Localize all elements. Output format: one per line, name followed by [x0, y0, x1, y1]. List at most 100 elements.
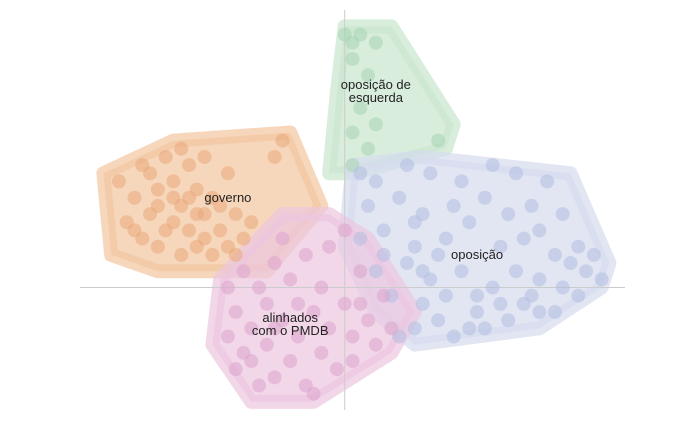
data-point-governo	[275, 133, 290, 148]
data-point-alinhados-com-o-pmdb	[329, 362, 344, 377]
data-point-oposicao-de-esquerda	[361, 68, 376, 83]
data-point-oposicao	[407, 321, 422, 336]
data-point-oposicao-de-esquerda	[353, 27, 368, 42]
data-point-governo	[182, 223, 196, 238]
cluster-label-oposicao: oposição	[451, 247, 503, 262]
data-point-oposicao	[454, 264, 469, 279]
cluster-label-line: com o PMDB	[252, 323, 329, 338]
data-point-oposicao	[477, 190, 492, 205]
data-point-alinhados-com-o-pmdb	[353, 296, 368, 311]
data-point-oposicao	[516, 296, 531, 311]
data-point-alinhados-com-o-pmdb	[267, 321, 282, 336]
data-point-oposicao	[415, 264, 430, 279]
data-point-alinhados-com-o-pmdb	[337, 296, 352, 311]
data-points	[111, 27, 609, 401]
data-point-oposicao	[368, 264, 383, 279]
data-point-oposicao	[532, 305, 547, 320]
cluster-label-line: governo	[204, 190, 251, 205]
data-point-oposicao	[485, 158, 500, 173]
data-point-oposicao	[407, 215, 422, 230]
data-point-oposicao	[353, 166, 368, 181]
data-point-alinhados-com-o-pmdb	[345, 329, 360, 344]
data-point-alinhados-com-o-pmdb	[368, 337, 383, 352]
data-point-oposicao	[509, 166, 523, 181]
data-point-oposicao	[555, 207, 570, 222]
data-point-alinhados-com-o-pmdb	[228, 362, 243, 377]
data-point-oposicao-de-esquerda	[361, 141, 376, 156]
data-point-oposicao	[462, 321, 477, 336]
data-point-alinhados-com-o-pmdb	[291, 296, 305, 311]
data-point-alinhados-com-o-pmdb	[220, 329, 235, 344]
data-point-alinhados-com-o-pmdb	[220, 280, 235, 295]
data-point-oposicao	[532, 272, 547, 287]
data-point-oposicao	[431, 313, 446, 328]
data-point-oposicao	[594, 272, 609, 287]
data-point-governo	[189, 207, 204, 222]
data-point-governo	[205, 247, 220, 262]
data-point-oposicao	[431, 247, 446, 262]
data-point-alinhados-com-o-pmdb	[361, 313, 376, 328]
data-point-oposicao	[400, 158, 414, 173]
data-point-oposicao	[470, 288, 485, 303]
data-point-oposicao	[501, 313, 516, 328]
data-point-governo	[236, 231, 251, 246]
data-point-oposicao	[547, 305, 562, 320]
data-point-governo	[166, 174, 181, 189]
data-point-oposicao	[392, 190, 407, 205]
data-point-alinhados-com-o-pmdb	[322, 321, 337, 336]
data-point-governo	[228, 207, 243, 222]
data-point-governo	[267, 149, 282, 164]
data-point-oposicao	[438, 231, 453, 246]
data-point-alinhados-com-o-pmdb	[283, 354, 298, 369]
data-point-alinhados-com-o-pmdb	[306, 386, 321, 401]
data-point-alinhados-com-o-pmdb	[353, 264, 368, 279]
data-point-alinhados-com-o-pmdb	[314, 345, 329, 360]
data-point-oposicao	[571, 239, 586, 254]
data-point-alinhados-com-o-pmdb	[291, 329, 305, 344]
data-point-oposicao	[477, 321, 492, 336]
data-point-governo	[127, 223, 142, 238]
data-point-governo	[213, 223, 228, 238]
data-point-oposicao	[400, 256, 414, 271]
data-point-oposicao	[368, 174, 383, 189]
data-point-governo	[127, 190, 142, 205]
data-point-oposicao-de-esquerda	[345, 51, 360, 66]
data-point-oposicao	[493, 296, 508, 311]
data-point-oposicao	[501, 207, 516, 222]
data-point-alinhados-com-o-pmdb	[267, 370, 282, 385]
data-point-alinhados-com-o-pmdb	[259, 296, 274, 311]
data-point-oposicao	[415, 296, 430, 311]
data-point-oposicao-de-esquerda	[345, 125, 360, 140]
data-point-oposicao	[446, 329, 461, 344]
data-point-oposicao	[579, 264, 594, 279]
data-point-oposicao	[485, 280, 500, 295]
data-point-oposicao	[454, 174, 469, 189]
data-point-alinhados-com-o-pmdb	[322, 239, 337, 254]
cluster-labels: governo oposição de esquerda oposição alinha…	[204, 77, 503, 338]
data-point-oposicao	[555, 280, 570, 295]
data-point-governo	[150, 182, 165, 197]
data-point-governo	[197, 231, 212, 246]
data-point-alinhados-com-o-pmdb	[267, 256, 282, 271]
data-point-oposicao-de-esquerda	[431, 133, 446, 148]
data-point-governo	[213, 198, 228, 213]
data-point-governo	[143, 166, 158, 181]
data-point-oposicao	[571, 288, 586, 303]
data-point-governo	[158, 223, 173, 238]
data-point-alinhados-com-o-pmdb	[283, 272, 298, 287]
cluster-label-line: alinhados	[262, 310, 318, 325]
data-point-oposicao-de-esquerda	[353, 100, 368, 115]
data-point-alinhados-com-o-pmdb	[345, 354, 360, 369]
cluster-label-alinhados-com-o-pmdb: alinhados com o PMDB	[252, 310, 329, 338]
data-point-governo	[150, 198, 165, 213]
data-point-alinhados-com-o-pmdb	[252, 280, 267, 295]
data-point-oposicao	[532, 223, 547, 238]
data-point-oposicao	[509, 264, 523, 279]
data-point-governo	[182, 158, 196, 173]
data-point-oposicao	[563, 256, 578, 271]
data-point-governo	[197, 149, 212, 164]
axes	[80, 10, 625, 410]
data-point-alinhados-com-o-pmdb	[298, 247, 313, 262]
